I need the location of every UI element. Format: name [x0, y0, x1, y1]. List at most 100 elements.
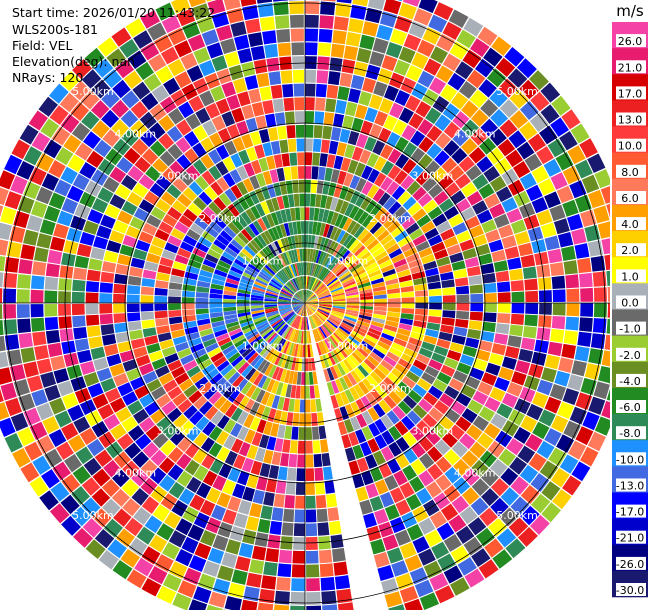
radar-gate: [270, 242, 280, 255]
radar-gate: [316, 327, 324, 341]
radar-gate: [389, 102, 404, 119]
radar-gate: [244, 245, 256, 257]
radar-gate: [61, 515, 81, 536]
radar-gate: [397, 0, 403, 2]
radar-gate: [183, 208, 198, 222]
radar-gate: [373, 294, 387, 300]
radar-gate: [111, 27, 132, 47]
radar-gate: [252, 314, 266, 320]
radar-gate: [499, 99, 519, 118]
radar-gate: [315, 265, 322, 278]
radar-gate: [394, 90, 410, 107]
radar-gate: [374, 508, 389, 525]
radar-gate: [254, 318, 267, 326]
radar-gate: [237, 410, 249, 425]
radar-gate: [470, 38, 490, 58]
radar-gate: [193, 432, 208, 448]
radar-gate: [221, 81, 236, 98]
radar-gate: [238, 149, 250, 165]
radar-gate: [18, 332, 33, 349]
radar-gate: [200, 137, 215, 153]
radar-gate: [412, 404, 428, 419]
radar-gate: [226, 321, 240, 329]
radar-gate: [236, 378, 249, 392]
radar-gate: [348, 335, 361, 346]
radar-gate: [168, 296, 181, 303]
radar-gate: [399, 542, 417, 559]
radar-gate: [0, 205, 4, 218]
radar-gate: [36, 233, 52, 249]
radar-gate: [290, 279, 298, 291]
radar-gate: [294, 330, 300, 343]
radar-gate: [387, 293, 401, 299]
radar-gate: [227, 324, 241, 333]
radar-gate: [532, 421, 550, 440]
radar-gate: [146, 378, 162, 393]
radar-gate: [520, 485, 540, 505]
radar-gate: [571, 360, 587, 377]
radar-gate: [155, 365, 170, 378]
radar-gate: [167, 464, 184, 481]
radar-gate: [36, 153, 54, 172]
radar-gate: [321, 324, 331, 336]
radar-gate: [294, 303, 305, 311]
radar-gate: [437, 553, 456, 572]
radar-gate: [409, 164, 424, 180]
radar-gate: [491, 249, 506, 263]
radar-gate: [139, 111, 157, 129]
radar-gate: [298, 262, 302, 276]
radar-gate: [476, 432, 494, 449]
radar-gate: [456, 525, 475, 544]
radar-gate: [450, 400, 466, 416]
radar-gate: [350, 401, 361, 416]
radar-gate: [350, 222, 361, 236]
radar-gate: [378, 521, 394, 538]
radar-gate: [361, 181, 373, 196]
radar-gate: [280, 368, 288, 383]
radar-gate: [293, 249, 299, 263]
radar-gate: [299, 413, 305, 427]
radar-gate: [365, 454, 378, 469]
radar-gate: [257, 375, 268, 389]
radar-gate: [109, 230, 125, 244]
radar-gate: [159, 96, 177, 114]
radar-gate: [273, 275, 285, 286]
radar-gate: [87, 438, 105, 457]
radar-gate: [157, 264, 172, 275]
radar-gate: [580, 446, 599, 467]
radar-gate: [57, 210, 74, 227]
radar-gate: [140, 477, 158, 495]
radar-gate: [174, 254, 189, 265]
radar-gate: [249, 559, 265, 574]
radar-gate: [149, 140, 166, 157]
radar-gate: [379, 259, 393, 269]
radar-gate: [373, 551, 390, 568]
radar-gate: [250, 307, 264, 312]
radar-gate: [44, 448, 63, 468]
radar-gate: [24, 441, 43, 461]
radar-gate: [456, 310, 470, 320]
radar-gate: [199, 60, 216, 77]
radar-gate: [305, 303, 318, 306]
radar-gate: [463, 537, 483, 556]
radar-gate: [132, 182, 149, 198]
radar-gate: [292, 550, 305, 564]
radar-gate: [286, 283, 296, 293]
radar-gate: [495, 323, 510, 335]
radar-gate: [186, 65, 204, 82]
radar-gate: [305, 303, 313, 314]
radar-gate: [510, 280, 524, 292]
radar-gate: [305, 69, 317, 83]
radar-gate: [207, 0, 226, 15]
radar-gate: [270, 259, 281, 271]
radar-gate: [115, 407, 132, 423]
radar-gate: [424, 365, 440, 378]
radar-gate: [502, 420, 519, 437]
radar-gate: [255, 320, 268, 328]
radar-gate: [366, 239, 380, 251]
radar-gate: [374, 479, 389, 495]
radar-gate: [355, 322, 369, 331]
radar-gate: [509, 268, 524, 281]
radar-gate: [329, 520, 342, 535]
radar-gate: [356, 248, 369, 260]
